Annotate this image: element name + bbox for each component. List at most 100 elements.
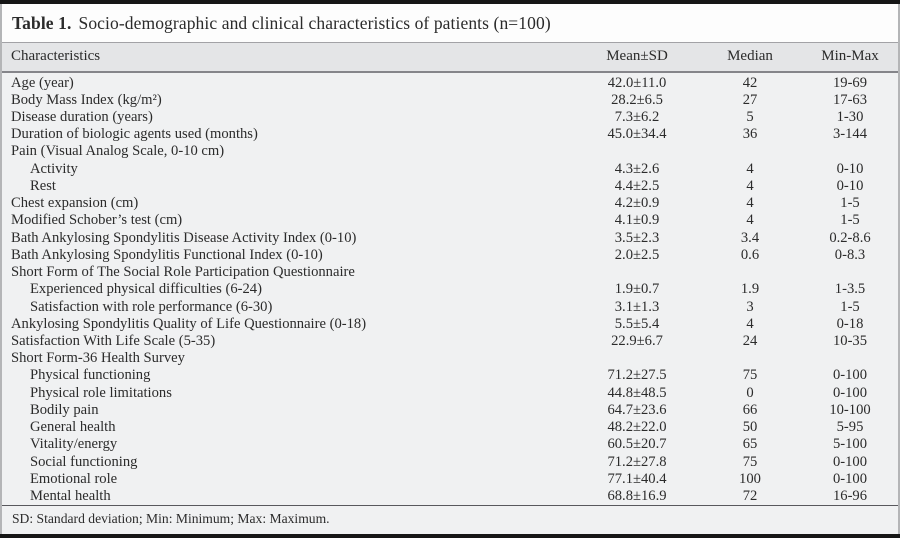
min-max-cell: 5-95 <box>836 419 864 436</box>
mean-sd-cell: 48.2±22.0 <box>607 419 667 436</box>
characteristic-cell: Pain (Visual Analog Scale, 0-10 cm) <box>11 143 225 160</box>
header-row: Characteristics Mean±SD Median Min-Max <box>2 42 898 73</box>
min-max-cell: 10-35 <box>832 333 868 350</box>
median-cell: 3 <box>746 298 754 315</box>
table-row: Short Form-36 Health Survey <box>2 350 898 367</box>
table-row: Social functioning 71.2±27.8 75 0-100 <box>2 454 898 471</box>
min-max-cell: 0-10 <box>836 177 864 194</box>
col-header-min-max: Min-Max <box>802 42 898 73</box>
characteristic-cell: Short Form of The Social Role Participat… <box>11 264 355 281</box>
table-header: Characteristics Mean±SD Median Min-Max <box>2 42 898 73</box>
table-row: General health 48.2±22.0 50 5-95 <box>2 419 898 436</box>
min-max-cell: 16-96 <box>832 488 868 505</box>
min-max-cell: 1-5 <box>840 212 860 229</box>
table-row: Duration of biologic agents used (months… <box>2 126 898 143</box>
mean-sd-cell: 77.1±40.4 <box>607 470 667 487</box>
table-caption: Table 1. Socio-demographic and clinical … <box>2 4 898 42</box>
table-row: Activity 4.3±2.6 4 0-10 <box>2 161 898 178</box>
table-row: Bodily pain 64.7±23.6 66 10-100 <box>2 402 898 419</box>
table-row: Chest expansion (cm) 4.2±0.9 4 1-5 <box>2 195 898 212</box>
characteristic-cell: Physical functioning <box>30 367 151 384</box>
bottom-black-rule <box>0 534 900 538</box>
characteristic-cell: Age (year) <box>11 74 74 91</box>
median-cell: 1.9 <box>740 281 760 298</box>
median-cell: 4 <box>746 315 754 332</box>
min-max-cell: 1-5 <box>840 298 860 315</box>
table-row: Body Mass Index (kg/m²) 28.2±6.5 27 17-63 <box>2 92 898 109</box>
median-cell <box>698 350 802 367</box>
median-cell: 75 <box>742 367 758 384</box>
characteristic-cell: Activity <box>30 160 78 177</box>
characteristic-cell: Disease duration (years) <box>11 108 153 125</box>
median-cell: 4 <box>746 195 754 212</box>
median-cell: 24 <box>742 333 758 350</box>
mean-sd-cell: 45.0±34.4 <box>607 126 667 143</box>
min-max-cell: 0-18 <box>836 315 864 332</box>
characteristic-cell: Chest expansion (cm) <box>11 195 139 212</box>
min-max-cell: 1-5 <box>840 195 860 212</box>
median-cell: 3.4 <box>740 229 760 246</box>
mean-sd-cell: 60.5±20.7 <box>607 436 667 453</box>
median-cell: 4 <box>746 177 754 194</box>
mean-sd-cell <box>576 143 698 160</box>
mean-sd-cell: 7.3±6.2 <box>614 108 660 125</box>
characteristic-cell: Mental health <box>30 488 111 505</box>
min-max-cell: 0-100 <box>832 367 868 384</box>
median-cell: 42 <box>742 74 758 91</box>
characteristic-cell: Physical role limitations <box>30 384 172 401</box>
characteristic-cell: Satisfaction With Life Scale (5-35) <box>11 333 216 350</box>
median-cell: 5 <box>746 108 754 125</box>
table-row: Short Form of The Social Role Participat… <box>2 264 898 281</box>
median-cell: 4 <box>746 212 754 229</box>
mean-sd-cell: 3.1±1.3 <box>614 298 660 315</box>
mean-sd-cell: 1.9±0.7 <box>614 281 660 298</box>
col-header-mean-sd: Mean±SD <box>576 42 698 73</box>
min-max-cell: 19-69 <box>832 74 868 91</box>
min-max-cell: 1-30 <box>836 108 864 125</box>
min-max-cell: 0-8.3 <box>834 246 866 263</box>
mean-sd-cell: 64.7±23.6 <box>607 401 667 418</box>
median-cell: 50 <box>742 419 758 436</box>
table-row: Physical functioning 71.2±27.5 75 0-100 <box>2 367 898 384</box>
min-max-cell: 0-100 <box>832 453 868 470</box>
min-max-cell: 0-100 <box>832 470 868 487</box>
median-cell: 4 <box>746 160 754 177</box>
mean-sd-cell: 44.8±48.5 <box>607 384 667 401</box>
mean-sd-cell: 68.8±16.9 <box>607 488 667 505</box>
median-cell: 36 <box>742 126 758 143</box>
characteristic-cell: Vitality/energy <box>30 436 118 453</box>
characteristic-cell: Bodily pain <box>30 401 99 418</box>
mean-sd-cell: 2.0±2.5 <box>614 246 660 263</box>
mean-sd-cell: 22.9±6.7 <box>611 333 663 350</box>
table-row: Vitality/energy 60.5±20.7 65 5-100 <box>2 436 898 453</box>
mean-sd-cell: 4.1±0.9 <box>614 212 660 229</box>
table-body: Age (year) 42.0±11.0 42 19-69 Body Mass Inde… <box>2 71 898 506</box>
mean-sd-cell: 5.5±5.4 <box>614 315 660 332</box>
min-max-cell: 5-100 <box>832 436 868 453</box>
median-cell <box>698 264 802 281</box>
table-row: Ankylosing Spondylitis Quality of Life Q… <box>2 316 898 333</box>
mean-sd-cell <box>576 264 698 281</box>
characteristic-cell: Satisfaction with role performance (6-30… <box>30 298 273 315</box>
characteristic-cell: Modified Schober’s test (cm) <box>11 212 183 229</box>
mean-sd-cell: 4.3±2.6 <box>614 160 660 177</box>
characteristic-cell: Rest <box>30 177 56 194</box>
mean-sd-cell: 71.2±27.8 <box>607 453 667 470</box>
table-row: Emotional role 77.1±40.4 100 0-100 <box>2 471 898 488</box>
min-max-cell <box>802 264 898 281</box>
table-row: Experienced physical difficulties (6-24)… <box>2 281 898 298</box>
min-max-cell <box>802 143 898 160</box>
mean-sd-cell: 4.2±0.9 <box>614 195 660 212</box>
min-max-cell: 3-144 <box>832 126 868 143</box>
characteristic-cell: Ankylosing Spondylitis Quality of Life Q… <box>11 315 367 332</box>
median-cell: 0 <box>746 384 754 401</box>
table-row: Satisfaction with role performance (6-30… <box>2 299 898 316</box>
median-cell: 100 <box>739 470 761 487</box>
top-black-rule <box>0 0 900 4</box>
table-panel: Table 1. Socio-demographic and clinical … <box>0 4 900 534</box>
characteristic-cell: Bath Ankylosing Spondylitis Disease Acti… <box>11 229 357 246</box>
characteristic-cell: Short Form-36 Health Survey <box>11 350 185 367</box>
table-row: Disease duration (years) 7.3±6.2 5 1-30 <box>2 109 898 126</box>
table-row: Rest 4.4±2.5 4 0-10 <box>2 178 898 195</box>
